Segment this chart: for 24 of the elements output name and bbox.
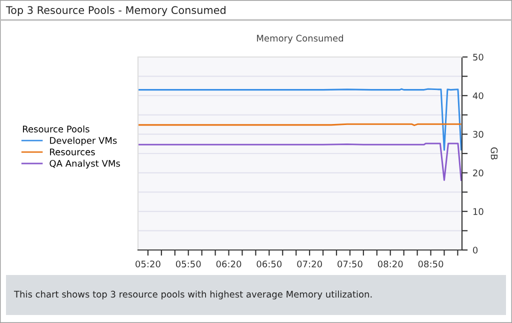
x-tick-label: 08:20 (378, 260, 403, 268)
x-tick-label: 06:20 (216, 260, 242, 268)
y-tick-label: 10 (473, 208, 484, 215)
x-tick-label: 06:50 (256, 260, 282, 268)
x-tick-label: 07:20 (297, 260, 322, 268)
chart-subtitle: Memory Consumed (257, 34, 343, 44)
y-axis-title: GB (490, 147, 498, 160)
y-tick-label: 30 (473, 130, 484, 138)
legend-label: Resources (50, 148, 95, 156)
y-tick-label: 20 (473, 170, 484, 176)
legend-title: Resource Pools (23, 125, 90, 132)
x-tick-label: 05:20 (136, 260, 160, 268)
x-tick-label: 05:50 (176, 260, 201, 268)
y-tick-label: 40 (472, 92, 484, 100)
line-series (138, 88, 462, 151)
y-tick-label: 0 (473, 246, 478, 254)
y-tick-label: 50 (473, 54, 484, 61)
legend-label: QA Analyst VMs (50, 160, 120, 169)
chart-title: Top 3 Resource Pools - Memory Consumed (6, 6, 226, 16)
text: This chart shows top 3 resource pools with highest average Memory utilization. (14, 290, 372, 300)
x-tick-label: 08:50 (418, 260, 444, 268)
x-tick-label: 07:50 (338, 260, 362, 268)
legend-label: Developer VMs (50, 136, 117, 146)
line-series (138, 142, 462, 181)
